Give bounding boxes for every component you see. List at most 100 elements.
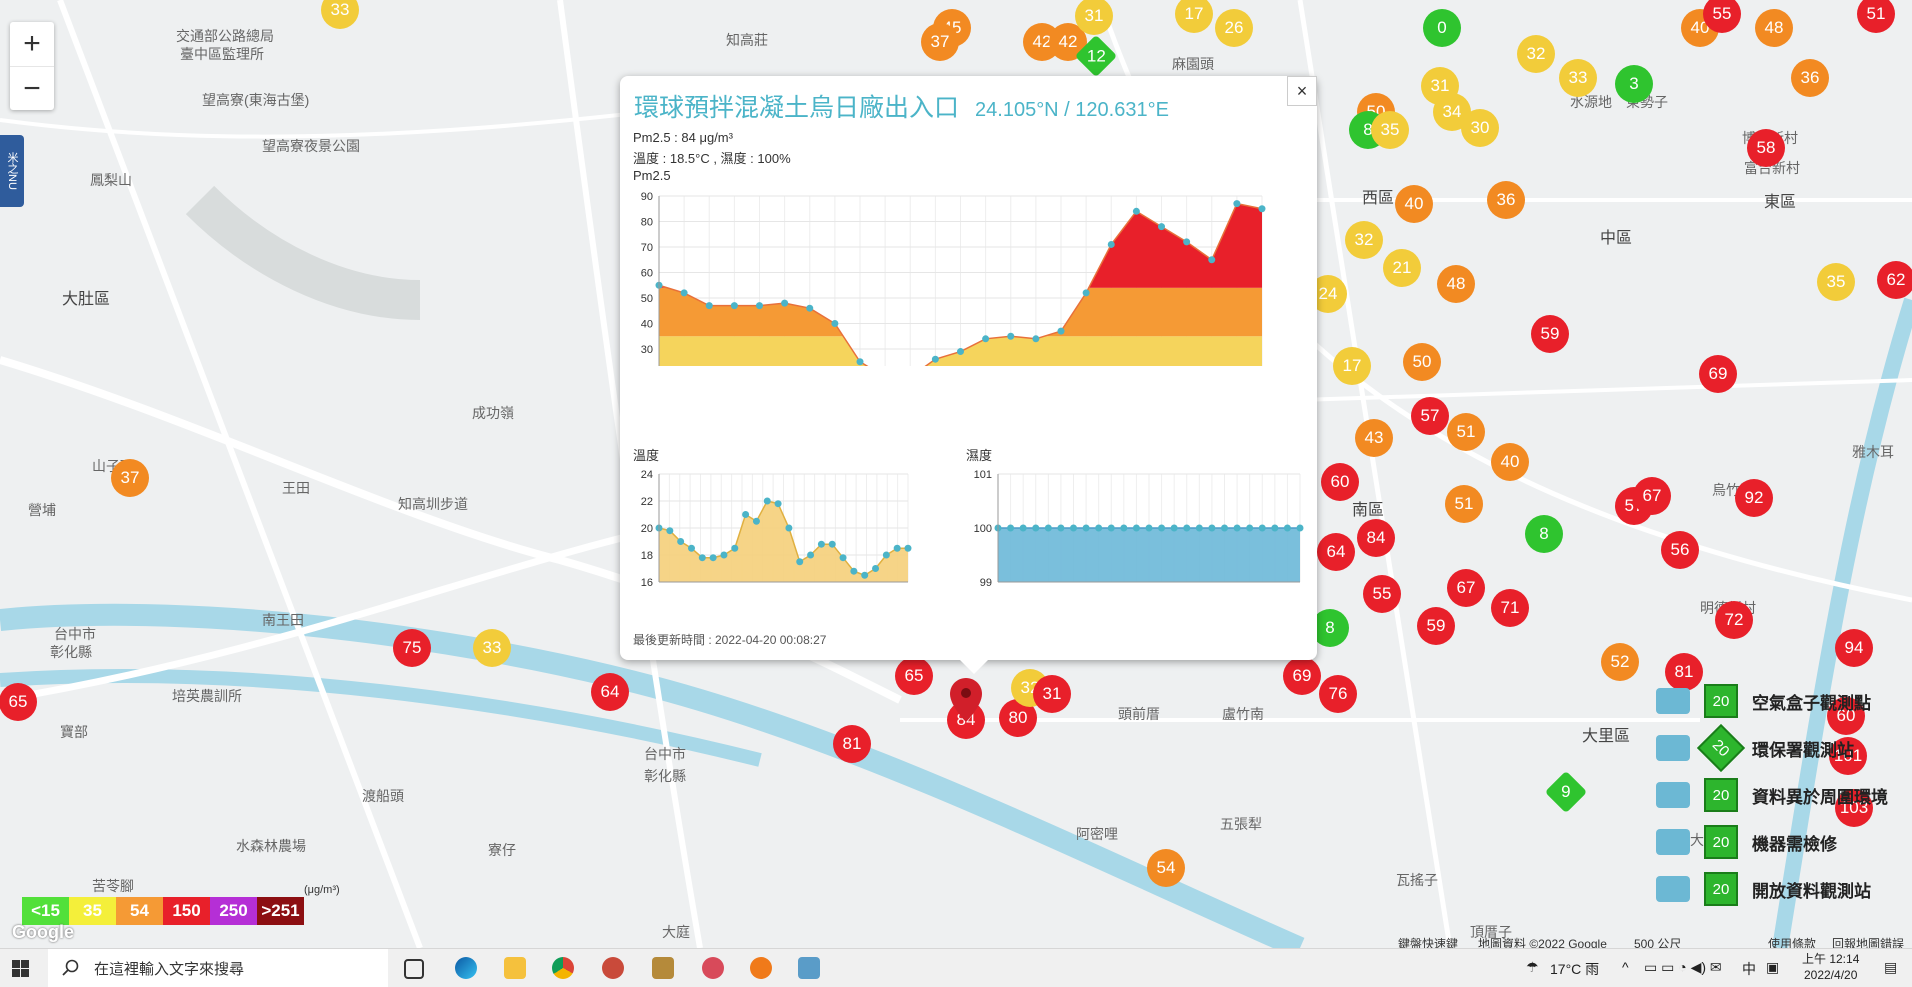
terms-link[interactable]: 使用條款 bbox=[1768, 937, 1817, 951]
data-point[interactable] bbox=[1057, 327, 1065, 335]
data-point[interactable] bbox=[817, 540, 825, 548]
sensor-marker[interactable]: 8 bbox=[1311, 609, 1349, 647]
data-point[interactable] bbox=[1082, 524, 1090, 532]
sensor-marker[interactable]: 21 bbox=[1383, 249, 1421, 287]
data-point[interactable] bbox=[1095, 524, 1103, 532]
data-point[interactable] bbox=[1132, 524, 1140, 532]
data-point[interactable] bbox=[1044, 524, 1052, 532]
sensor-marker[interactable]: 51 bbox=[1447, 413, 1485, 451]
data-point[interactable] bbox=[731, 544, 739, 552]
sensor-marker[interactable]: 69 bbox=[1283, 657, 1321, 695]
data-point[interactable] bbox=[882, 551, 890, 559]
sensor-marker[interactable]: 51 bbox=[1857, 0, 1895, 33]
data-point[interactable] bbox=[807, 551, 815, 559]
sensor-marker[interactable]: 81 bbox=[833, 725, 871, 763]
data-point[interactable] bbox=[856, 358, 864, 366]
data-point[interactable] bbox=[1120, 524, 1128, 532]
data-point[interactable] bbox=[1158, 524, 1166, 532]
zoom-out-button[interactable]: − bbox=[10, 66, 54, 111]
sensor-marker[interactable]: 72 bbox=[1715, 601, 1753, 639]
weather-icon[interactable]: ☂ bbox=[1526, 959, 1539, 975]
app-icon-1[interactable] bbox=[602, 957, 624, 979]
data-point[interactable] bbox=[1019, 524, 1027, 532]
input-method-indicator[interactable]: 中 bbox=[1742, 961, 1756, 977]
sensor-marker[interactable]: 67 bbox=[1633, 477, 1671, 515]
data-point[interactable] bbox=[796, 558, 804, 566]
data-point[interactable] bbox=[1070, 524, 1077, 532]
sensor-marker[interactable]: 17 bbox=[1175, 0, 1213, 33]
data-point[interactable] bbox=[1208, 256, 1216, 264]
data-point[interactable] bbox=[806, 304, 814, 312]
data-point[interactable] bbox=[730, 302, 738, 310]
sensor-marker[interactable]: 69 bbox=[1699, 355, 1737, 393]
data-point[interactable] bbox=[839, 554, 847, 562]
data-point[interactable] bbox=[1208, 524, 1216, 532]
sensor-marker[interactable]: 59 bbox=[1417, 607, 1455, 645]
data-point[interactable] bbox=[720, 551, 728, 559]
sensor-marker[interactable]: 62 bbox=[1877, 261, 1912, 299]
sensor-marker[interactable]: 71 bbox=[1491, 589, 1529, 627]
sensor-marker[interactable]: 55 bbox=[1703, 0, 1741, 33]
data-point[interactable] bbox=[698, 554, 706, 562]
data-point[interactable] bbox=[931, 355, 939, 363]
data-point[interactable] bbox=[709, 554, 717, 562]
sensor-marker[interactable]: 103 bbox=[1835, 789, 1873, 827]
data-point[interactable] bbox=[781, 299, 789, 307]
data-point[interactable] bbox=[1296, 524, 1304, 532]
data-point[interactable] bbox=[872, 565, 880, 572]
sensor-marker[interactable]: 64 bbox=[591, 673, 629, 711]
notifications-icon[interactable]: ▤ bbox=[1884, 959, 1898, 975]
sensor-marker[interactable]: 48 bbox=[1437, 265, 1475, 303]
sensor-marker[interactable]: 56 bbox=[1661, 531, 1699, 569]
data-point[interactable] bbox=[756, 302, 763, 310]
sensor-marker[interactable]: 8 bbox=[1525, 515, 1563, 553]
data-point[interactable] bbox=[680, 289, 688, 297]
sensor-marker[interactable]: 101 bbox=[1829, 737, 1867, 775]
data-point[interactable] bbox=[774, 500, 782, 508]
data-point[interactable] bbox=[893, 544, 901, 552]
data-point[interactable] bbox=[850, 567, 858, 575]
chrome-browser-icon[interactable] bbox=[552, 957, 574, 979]
taskbar-search-box[interactable]: 在這裡輸入文字來搜尋 bbox=[48, 949, 388, 987]
sensor-marker[interactable]: 60 bbox=[1827, 697, 1865, 735]
data-point[interactable] bbox=[742, 511, 750, 518]
data-point[interactable] bbox=[828, 540, 836, 548]
data-point[interactable] bbox=[752, 517, 760, 525]
sensor-marker[interactable]: 31 bbox=[1033, 675, 1071, 713]
sensor-marker[interactable]: 35 bbox=[1371, 111, 1409, 149]
sensor-marker[interactable]: 65 bbox=[0, 683, 37, 721]
data-point[interactable] bbox=[1195, 524, 1203, 532]
data-point[interactable] bbox=[1233, 200, 1241, 208]
sensor-marker[interactable]: 84 bbox=[1357, 519, 1395, 557]
location-pin-icon[interactable] bbox=[950, 678, 982, 722]
sensor-marker[interactable]: 0 bbox=[1423, 9, 1461, 47]
data-point[interactable] bbox=[1132, 207, 1140, 215]
data-point[interactable] bbox=[677, 538, 685, 545]
sensor-marker[interactable]: 48 bbox=[1755, 9, 1793, 47]
data-point[interactable] bbox=[1032, 524, 1040, 532]
map-scale[interactable]: 500 公尺 bbox=[1634, 937, 1682, 951]
sensor-marker[interactable]: 32 bbox=[1345, 221, 1383, 259]
data-point[interactable] bbox=[1057, 524, 1065, 532]
sensor-marker[interactable]: 40 bbox=[1395, 185, 1433, 223]
data-point[interactable] bbox=[1246, 524, 1254, 532]
keyboard-icon[interactable]: ▣ bbox=[1766, 959, 1780, 975]
sensor-marker[interactable]: 33 bbox=[1559, 59, 1597, 97]
sensor-marker[interactable]: 67 bbox=[1447, 569, 1485, 607]
weather-text[interactable]: 17°C 雨 bbox=[1550, 961, 1600, 977]
data-point[interactable] bbox=[1258, 205, 1266, 213]
data-point[interactable] bbox=[1145, 524, 1153, 532]
data-point[interactable] bbox=[1271, 524, 1279, 532]
sensor-marker[interactable]: 59 bbox=[1531, 315, 1569, 353]
sensor-marker[interactable]: 57 bbox=[1411, 397, 1449, 435]
sensor-marker[interactable]: 34 bbox=[1433, 93, 1471, 131]
sensor-marker[interactable]: 43 bbox=[1355, 419, 1393, 457]
sensor-marker[interactable]: 54 bbox=[1147, 849, 1185, 887]
sensor-marker[interactable]: 92 bbox=[1735, 479, 1773, 517]
sensor-marker[interactable]: 58 bbox=[1747, 129, 1785, 167]
sensor-marker[interactable]: 37 bbox=[921, 23, 959, 61]
sensor-marker[interactable]: 33 bbox=[321, 0, 359, 29]
show-hidden-icons-icon[interactable]: ^ bbox=[1622, 959, 1629, 975]
app-icon-3[interactable] bbox=[702, 957, 724, 979]
data-point[interactable] bbox=[1233, 524, 1241, 532]
